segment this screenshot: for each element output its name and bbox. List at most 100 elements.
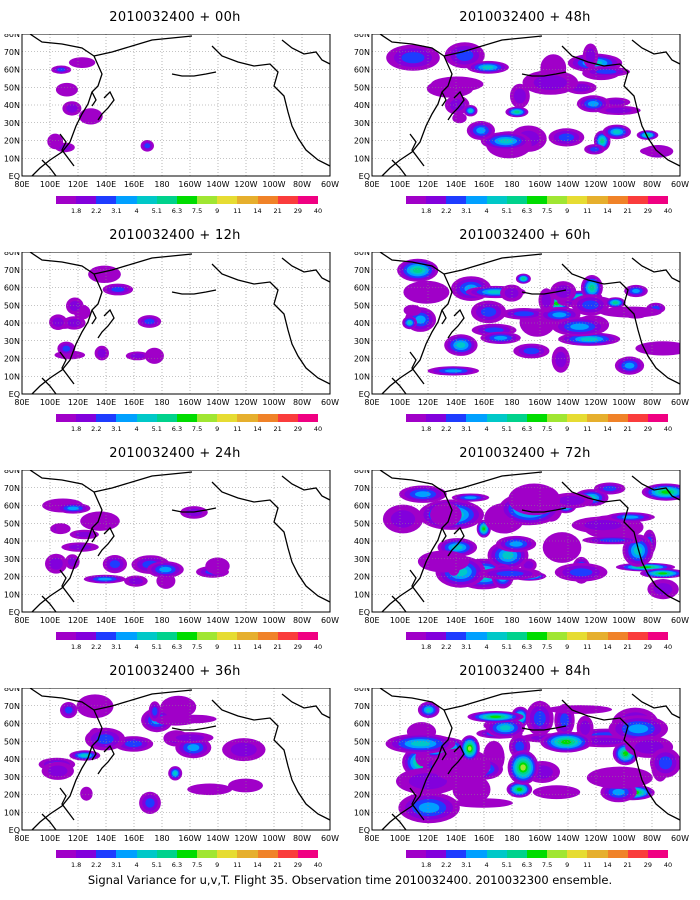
colorbar-label: 2.2	[441, 861, 452, 869]
variance-contour	[513, 311, 534, 317]
coastline	[281, 475, 330, 501]
y-tick-label: 70N	[4, 266, 20, 275]
colorbar-swatch	[567, 414, 588, 422]
variance-contour	[613, 301, 618, 304]
y-tick-label: 80N	[4, 34, 20, 39]
variance-contour	[632, 289, 640, 293]
coastline	[379, 252, 453, 394]
variance-contour	[452, 112, 467, 124]
colorbar-swatch	[587, 414, 608, 422]
colorbar-swatch	[197, 850, 218, 858]
colorbar-swatch	[116, 414, 137, 422]
coastline	[59, 133, 75, 167]
x-tick-label: 160E	[474, 398, 494, 407]
y-tick-label: 30N	[4, 119, 20, 128]
y-tick-label: 40N	[354, 755, 370, 764]
variance-contour	[603, 485, 617, 492]
coastline	[91, 745, 97, 761]
variance-contour	[66, 104, 78, 113]
variance-contour	[187, 783, 233, 796]
variance-contour	[558, 133, 575, 142]
colorbar-swatch	[506, 196, 527, 204]
colorbar-label: 40	[313, 425, 323, 433]
y-tick-label: 50N	[4, 83, 20, 92]
colorbar-swatch	[297, 414, 319, 422]
colorbar-swatch	[257, 196, 278, 204]
variance-contour	[456, 342, 466, 348]
y-tick-label: 60N	[354, 66, 370, 75]
coastline	[441, 309, 447, 325]
colorbar-swatch	[446, 850, 467, 858]
colorbar-swatch	[446, 414, 467, 422]
variance-contour	[451, 544, 463, 550]
variance-contour	[444, 369, 462, 373]
coastline	[41, 595, 57, 612]
colorbar-label: 14	[253, 207, 262, 215]
variance-contour	[658, 572, 668, 575]
x-tick-label: 180	[154, 180, 169, 189]
colorbar-swatch	[176, 632, 198, 640]
variance-contour	[65, 706, 73, 714]
colorbar-swatch	[627, 196, 648, 204]
x-tick-label: 120W	[234, 616, 257, 625]
colorbar-swatch	[197, 196, 218, 204]
colorbar-label: 11	[233, 643, 242, 651]
colorbar-label: 1.8	[420, 207, 432, 215]
y-tick-label: 10N	[354, 372, 370, 381]
colorbar-swatch	[297, 632, 319, 640]
colorbar	[56, 414, 319, 422]
x-tick-label: 100W	[612, 398, 635, 407]
colorbar-label: 21	[273, 207, 282, 215]
y-tick-label: 20N	[354, 137, 370, 146]
colorbar-label: 9	[215, 207, 220, 215]
colorbar-swatch	[217, 196, 238, 204]
colorbar-label: 4	[484, 425, 489, 433]
colorbar-swatch	[257, 632, 278, 640]
colorbar-swatch	[156, 632, 177, 640]
variance-contour	[130, 353, 145, 359]
y-tick-label: 30N	[354, 337, 370, 346]
x-tick-label: 140W	[556, 834, 579, 843]
colorbar-labels: 1.8 2.2 3.1 4 5.1 6.3 7.5 9 11 14 21 29 40	[56, 643, 322, 651]
colorbar-swatch	[587, 196, 608, 204]
variance-contour	[390, 510, 416, 528]
variance-contour	[452, 798, 513, 808]
variance-contour	[76, 694, 114, 719]
colorbar-label: 5.1	[501, 207, 512, 215]
y-tick-label: 60N	[354, 502, 370, 511]
coastline	[391, 813, 407, 830]
x-tick-label: 140W	[206, 398, 229, 407]
variance-contour	[403, 304, 422, 316]
map-panel: 2010032400 + 72h EQ 10N 20N 30N 40N 50N 60N 70N 8…	[350, 436, 700, 654]
coastline	[29, 470, 103, 612]
colorbar-swatch	[277, 850, 298, 858]
colorbar-swatch	[466, 414, 487, 422]
variance-contour	[570, 323, 589, 330]
colorbar-label: 7.5	[541, 207, 553, 215]
variance-contour	[523, 561, 534, 569]
coastline	[29, 34, 103, 176]
x-tick-label: 120E	[68, 398, 88, 407]
colorbar-label: 11	[583, 643, 592, 651]
coastline	[409, 133, 425, 167]
colorbar-swatch	[607, 850, 628, 858]
y-tick-label: 80N	[4, 688, 20, 693]
x-tick-label: 180	[504, 398, 519, 407]
x-tick-label: 100W	[262, 834, 285, 843]
colorbar-labels: 1.8 2.2 3.1 4 5.1 6.3 7.5 9 11 14 21 29 40	[56, 207, 322, 215]
colorbar-swatch	[297, 196, 319, 204]
coastline	[561, 263, 680, 385]
colorbar-swatch	[136, 850, 157, 858]
coastline	[561, 481, 680, 603]
coastline	[93, 689, 193, 711]
map-panel: 2010032400 + 12h EQ 10N 20N 30N 40N 50N 60N 70N 8…	[0, 218, 350, 436]
x-tick-label: 120W	[584, 180, 607, 189]
x-tick-label: 140E	[96, 834, 116, 843]
variance-contour	[541, 293, 552, 308]
colorbar-swatch	[96, 632, 117, 640]
coastline	[41, 159, 57, 176]
colorbar-label: 6.3	[521, 425, 533, 433]
colorbar-swatch	[176, 414, 198, 422]
coastline	[561, 45, 680, 167]
colorbar-label: 4	[484, 207, 489, 215]
